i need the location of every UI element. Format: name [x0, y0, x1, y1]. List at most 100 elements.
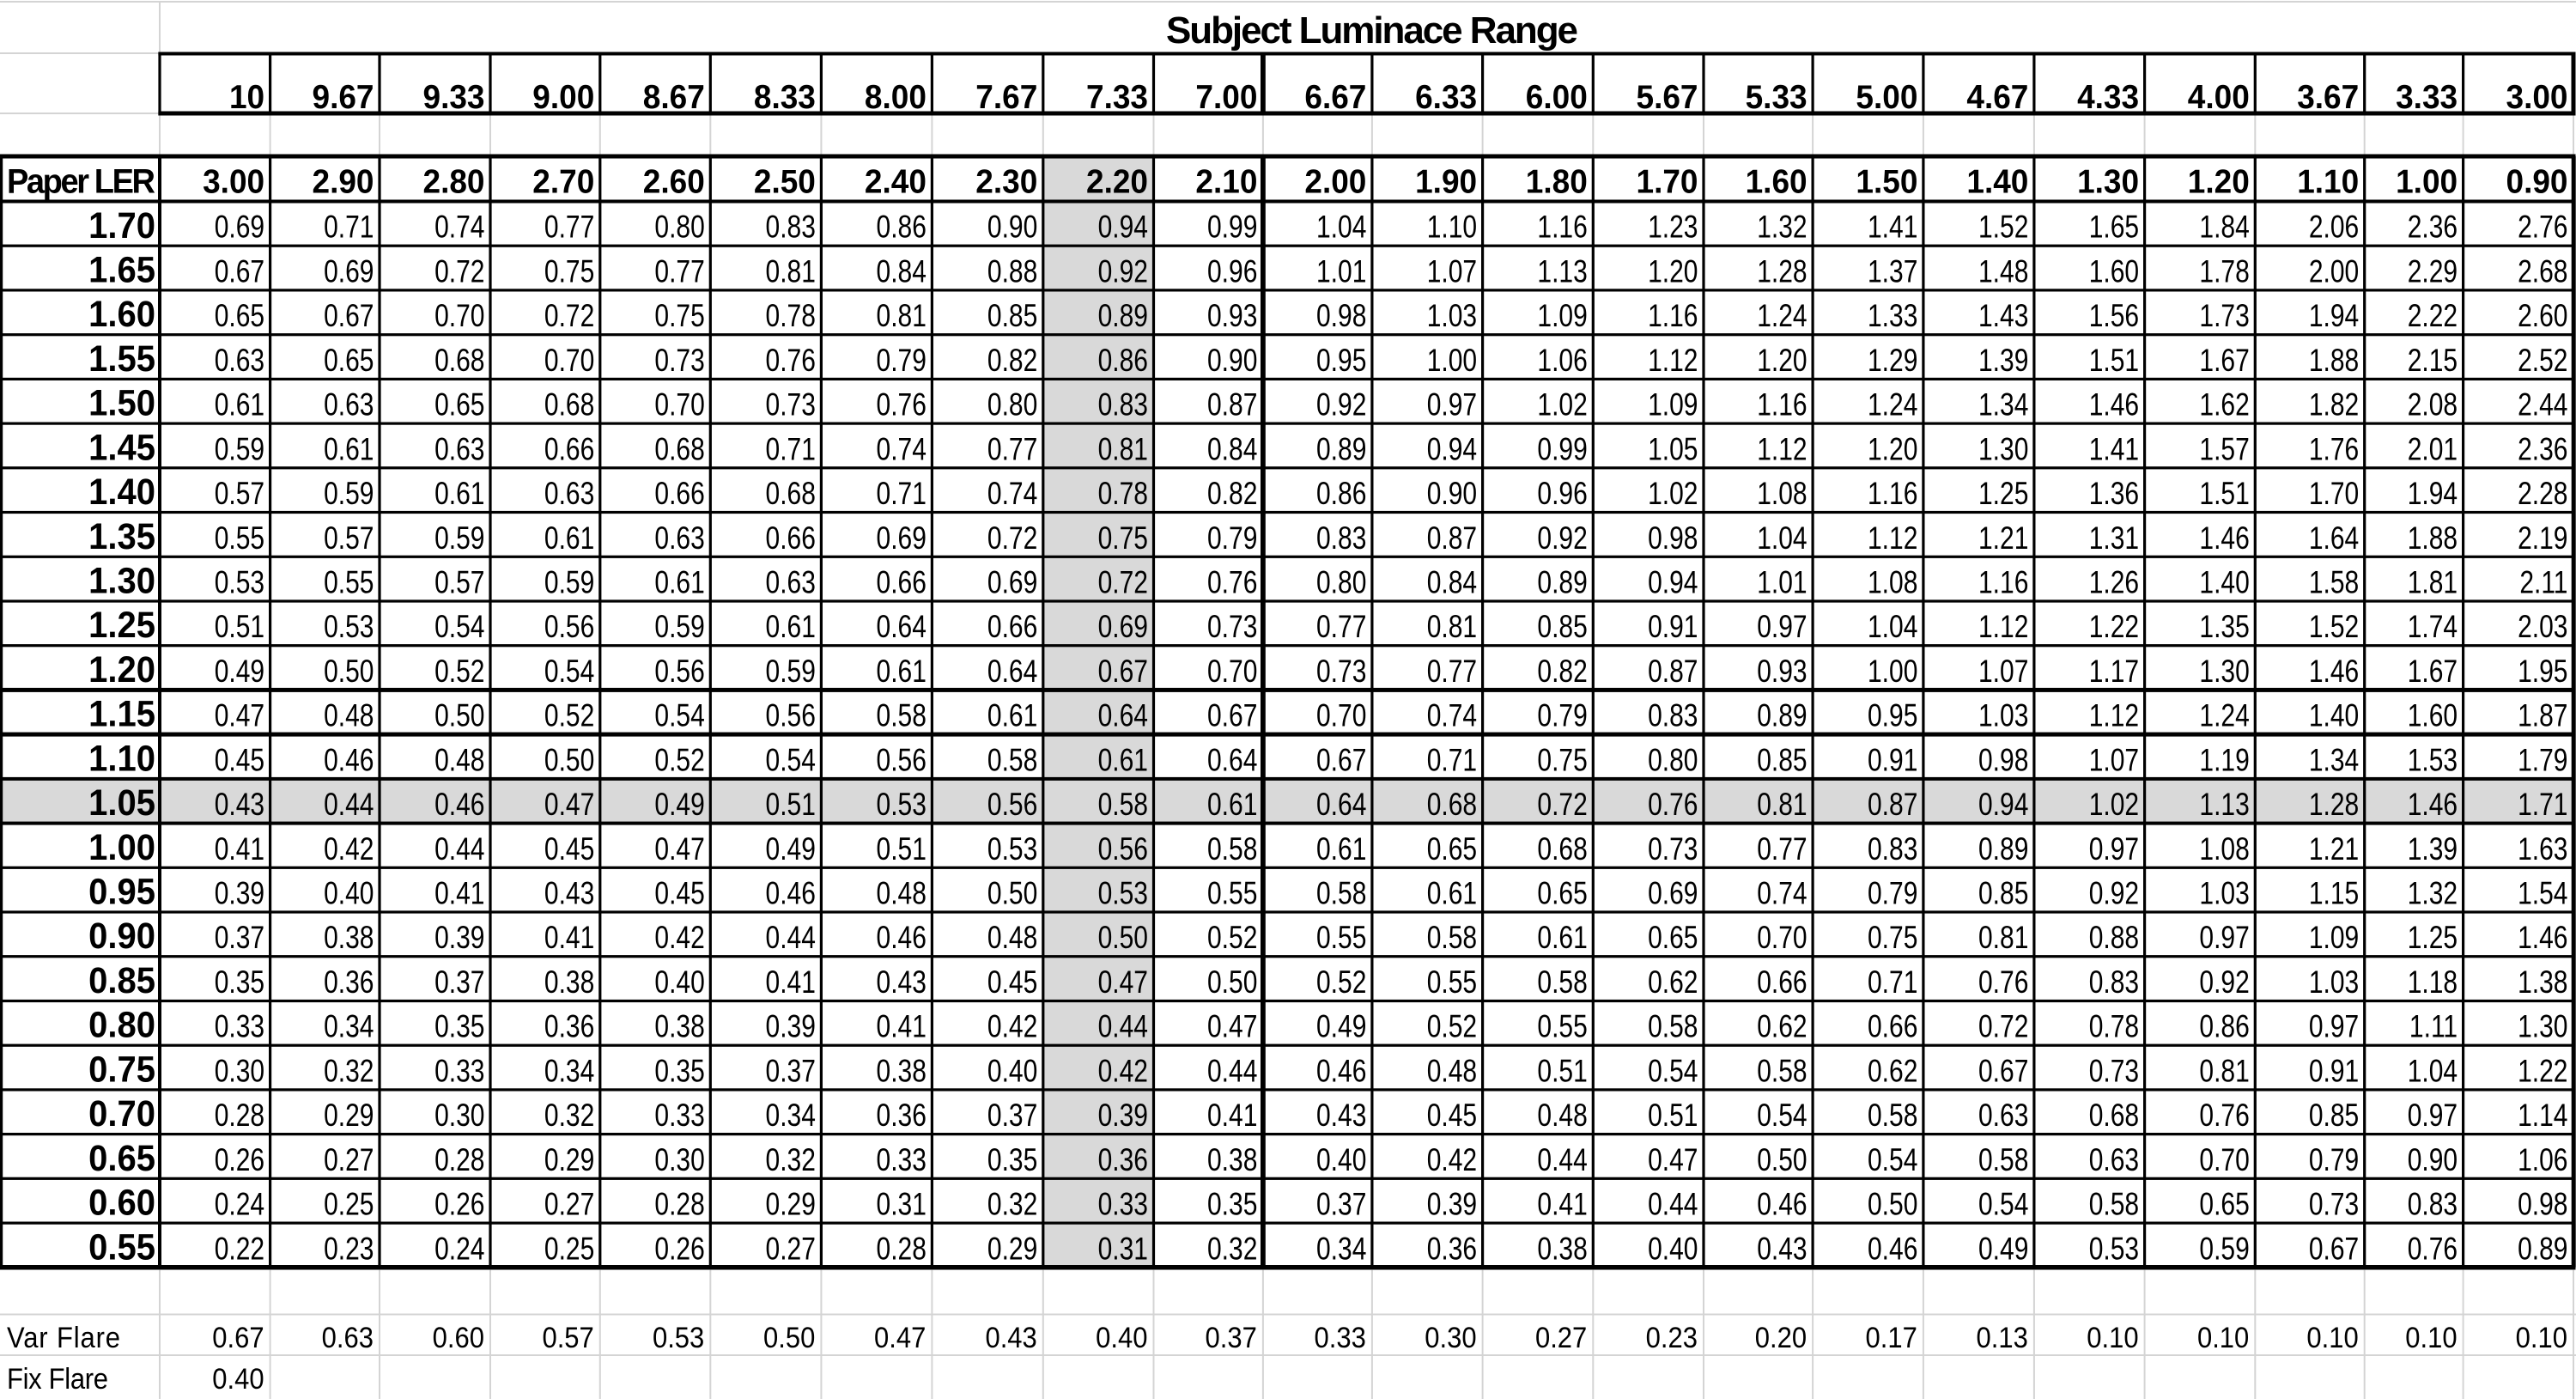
svg-text:1.46: 1.46 — [2309, 654, 2359, 689]
svg-text:0.26: 0.26 — [654, 1232, 704, 1267]
svg-text:0.67: 0.67 — [1316, 744, 1366, 778]
svg-text:1.94: 1.94 — [2309, 299, 2359, 333]
svg-text:2.44: 2.44 — [2518, 388, 2567, 423]
svg-text:0.83: 0.83 — [766, 210, 816, 245]
svg-text:0.89: 0.89 — [1316, 433, 1366, 467]
svg-text:0.86: 0.86 — [2199, 1010, 2249, 1044]
svg-text:0.63: 0.63 — [654, 521, 704, 556]
svg-text:0.63: 0.63 — [544, 477, 594, 511]
svg-text:0.88: 0.88 — [987, 255, 1037, 289]
svg-text:0.40: 0.40 — [987, 1055, 1037, 1089]
svg-text:0.66: 0.66 — [654, 477, 704, 511]
svg-text:0.81: 0.81 — [2199, 1055, 2249, 1089]
svg-text:0.97: 0.97 — [2199, 922, 2249, 956]
svg-text:0.38: 0.38 — [1207, 1143, 1257, 1177]
svg-text:0.76: 0.76 — [2199, 1098, 2249, 1133]
svg-text:0.30: 0.30 — [654, 1143, 704, 1177]
svg-text:1.30: 1.30 — [2199, 654, 2249, 689]
svg-text:0.37: 0.37 — [434, 965, 484, 1000]
svg-text:1.62: 1.62 — [2199, 388, 2249, 423]
svg-text:1.25: 1.25 — [2408, 922, 2458, 956]
svg-text:0.35: 0.35 — [434, 1010, 484, 1044]
svg-text:0.61: 0.61 — [1098, 744, 1148, 778]
svg-text:1.03: 1.03 — [2309, 965, 2359, 1000]
svg-text:1.20: 1.20 — [88, 649, 155, 690]
svg-text:0.77: 0.77 — [1316, 611, 1366, 645]
svg-text:1.02: 1.02 — [2089, 788, 2139, 822]
svg-text:0.82: 0.82 — [1207, 477, 1257, 511]
svg-text:1.16: 1.16 — [1648, 299, 1698, 333]
svg-text:0.90: 0.90 — [987, 210, 1037, 245]
svg-text:0.95: 0.95 — [1316, 344, 1366, 378]
svg-text:0.77: 0.77 — [1757, 832, 1807, 867]
svg-text:1.51: 1.51 — [2199, 477, 2249, 511]
svg-text:0.66: 0.66 — [544, 433, 594, 467]
svg-text:2.40: 2.40 — [865, 163, 927, 201]
svg-text:0.65: 0.65 — [324, 344, 374, 378]
svg-text:4.33: 4.33 — [2077, 78, 2139, 116]
svg-text:0.51: 0.51 — [766, 788, 816, 822]
svg-text:0.69: 0.69 — [1098, 611, 1148, 645]
svg-text:0.93: 0.93 — [1207, 299, 1257, 333]
svg-text:1.45: 1.45 — [88, 427, 155, 467]
svg-text:3.00: 3.00 — [2506, 78, 2568, 116]
svg-text:0.59: 0.59 — [654, 611, 704, 645]
svg-text:0.53: 0.53 — [877, 788, 927, 822]
svg-text:0.54: 0.54 — [544, 654, 594, 689]
svg-text:0.70: 0.70 — [1207, 654, 1257, 689]
svg-text:1.63: 1.63 — [2518, 832, 2567, 867]
svg-text:0.85: 0.85 — [987, 299, 1037, 333]
svg-text:0.63: 0.63 — [1978, 1098, 2028, 1133]
svg-text:0.75: 0.75 — [88, 1049, 155, 1089]
svg-text:0.41: 0.41 — [766, 965, 816, 1000]
svg-text:0.24: 0.24 — [434, 1232, 484, 1267]
svg-text:6.67: 6.67 — [1304, 78, 1366, 116]
svg-text:0.52: 0.52 — [654, 744, 704, 778]
svg-text:1.30: 1.30 — [1978, 433, 2028, 467]
svg-text:1.28: 1.28 — [2309, 788, 2359, 822]
svg-text:0.53: 0.53 — [324, 611, 374, 645]
svg-text:0.63: 0.63 — [322, 1322, 374, 1354]
svg-text:0.69: 0.69 — [987, 566, 1037, 600]
svg-text:1.20: 1.20 — [1757, 344, 1807, 378]
svg-text:0.73: 0.73 — [1316, 654, 1366, 689]
svg-text:0.74: 0.74 — [1427, 699, 1477, 733]
svg-text:1.12: 1.12 — [1757, 433, 1807, 467]
svg-text:0.94: 0.94 — [1648, 566, 1698, 600]
svg-text:1.31: 1.31 — [2089, 521, 2139, 556]
svg-text:0.54: 0.54 — [654, 699, 704, 733]
svg-text:0.75: 0.75 — [654, 299, 704, 333]
svg-text:0.55: 0.55 — [324, 566, 374, 600]
svg-text:0.43: 0.43 — [877, 965, 927, 1000]
svg-text:0.26: 0.26 — [215, 1143, 264, 1177]
svg-text:0.75: 0.75 — [1868, 922, 1917, 956]
svg-text:0.65: 0.65 — [2199, 1188, 2249, 1222]
svg-text:1.36: 1.36 — [2089, 477, 2139, 511]
svg-text:0.49: 0.49 — [1978, 1232, 2028, 1267]
svg-text:0.83: 0.83 — [1868, 832, 1917, 867]
svg-text:1.05: 1.05 — [1648, 433, 1698, 467]
svg-text:0.56: 0.56 — [1098, 832, 1148, 867]
svg-text:0.29: 0.29 — [324, 1098, 374, 1133]
svg-text:0.46: 0.46 — [1316, 1055, 1366, 1089]
svg-text:1.13: 1.13 — [2199, 788, 2249, 822]
svg-text:0.50: 0.50 — [1098, 922, 1148, 956]
svg-text:0.57: 0.57 — [542, 1322, 593, 1354]
svg-text:0.87: 0.87 — [1868, 788, 1917, 822]
svg-text:1.34: 1.34 — [1978, 388, 2028, 423]
svg-text:0.94: 0.94 — [1098, 210, 1148, 245]
svg-text:0.98: 0.98 — [1648, 521, 1698, 556]
svg-text:1.11: 1.11 — [2409, 1010, 2458, 1044]
svg-text:0.70: 0.70 — [434, 299, 484, 333]
svg-text:1.01: 1.01 — [1316, 255, 1366, 289]
svg-text:1.21: 1.21 — [2309, 832, 2359, 867]
svg-text:0.61: 0.61 — [1427, 877, 1477, 911]
svg-text:0.84: 0.84 — [877, 255, 927, 289]
svg-text:1.50: 1.50 — [88, 383, 155, 423]
svg-text:0.65: 0.65 — [1427, 832, 1477, 867]
svg-text:0.97: 0.97 — [1757, 611, 1807, 645]
svg-text:1.81: 1.81 — [2408, 566, 2458, 600]
svg-text:1.26: 1.26 — [2089, 566, 2139, 600]
svg-text:0.65: 0.65 — [215, 299, 264, 333]
svg-text:0.70: 0.70 — [2199, 1143, 2249, 1177]
